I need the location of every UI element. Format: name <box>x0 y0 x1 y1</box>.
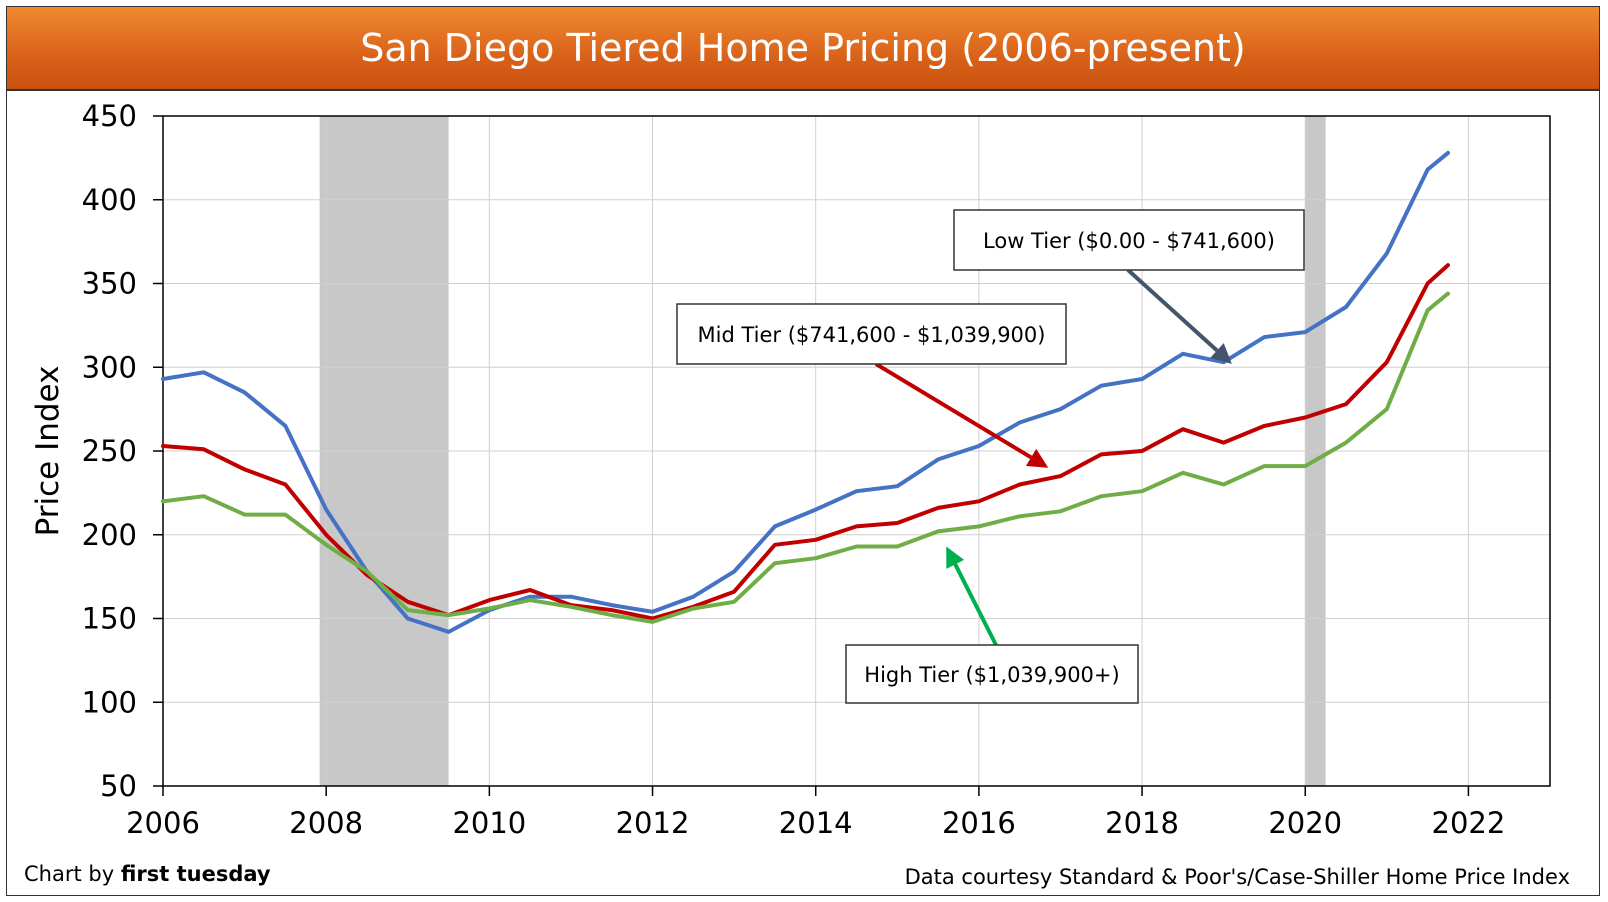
x-tick-label: 2022 <box>1432 806 1506 840</box>
y-tick-label: 50 <box>100 769 137 803</box>
data-source: Data courtesy Standard & Poor's/Case-Shi… <box>905 865 1570 889</box>
y-tick-label: 350 <box>82 267 137 301</box>
x-tick-label: 2020 <box>1268 806 1342 840</box>
annotation-arrowhead-2 <box>946 546 965 569</box>
x-tick-label: 2014 <box>779 806 853 840</box>
annotation-arrow-2 <box>953 563 998 646</box>
annotation-arrow-1 <box>874 362 1033 460</box>
annotation-label-1: Mid Tier ($741,600 - $1,039,900) <box>698 323 1046 347</box>
y-axis-label: Price Index <box>30 366 66 537</box>
credit-prefix: Chart by <box>24 862 121 886</box>
annotation-box-0 <box>953 209 1305 271</box>
y-tick-label: 300 <box>82 350 137 384</box>
x-tick-label: 2018 <box>1105 806 1179 840</box>
annotation-arrowhead-1 <box>1025 448 1049 468</box>
annotation-label-2: High Tier ($1,039,900+) <box>864 663 1119 687</box>
y-tick-label: 450 <box>82 99 137 133</box>
annotation-box-1 <box>676 303 1067 365</box>
x-axis: 2006 2008 2010 2012 2014 2016 2018 2020 2022 <box>126 786 1505 840</box>
x-tick-label: 2008 <box>289 806 363 840</box>
y-tick-label: 100 <box>82 685 137 719</box>
y-tick-label: 150 <box>82 602 137 636</box>
series-line-0 <box>161 150 1450 634</box>
x-tick-label: 2016 <box>942 806 1016 840</box>
x-tick-label: 2010 <box>452 806 526 840</box>
credit-brand: first tuesday <box>121 862 271 886</box>
y-tick-label: 250 <box>82 434 137 468</box>
series-line-2 <box>161 291 1450 624</box>
y-tick-label: 200 <box>82 518 137 552</box>
annotation-label-0: Low Tier ($0.00 - $741,600) <box>983 229 1275 253</box>
annotation-box-2 <box>845 644 1139 704</box>
annotation-arrow-0 <box>1126 268 1219 352</box>
series-lines <box>161 150 1450 634</box>
chart-title: San Diego Tiered Home Pricing (2006-pres… <box>360 26 1246 70</box>
chart-credit: Chart by first tuesday <box>24 862 271 886</box>
y-axis: 50 100 150 200 250 300 350 400 450 <box>82 99 163 803</box>
annotations: Low Tier ($0.00 - $741,600) Mid Tier ($74… <box>676 209 1305 704</box>
title-bar <box>7 7 1599 91</box>
annotation-arrowhead-0 <box>1210 343 1232 364</box>
x-tick-label: 2006 <box>126 806 200 840</box>
x-tick-label: 2012 <box>616 806 690 840</box>
y-tick-label: 400 <box>82 183 137 217</box>
